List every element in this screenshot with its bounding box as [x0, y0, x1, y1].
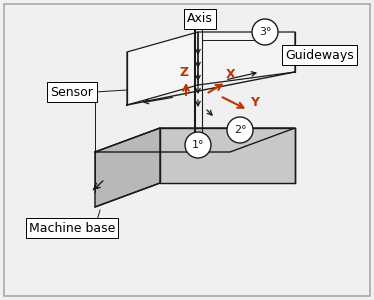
Text: Sensor: Sensor [50, 85, 94, 98]
Polygon shape [160, 128, 295, 183]
Polygon shape [198, 32, 295, 85]
Circle shape [185, 132, 211, 158]
Polygon shape [95, 128, 160, 207]
Text: X: X [226, 68, 236, 81]
Polygon shape [127, 32, 198, 105]
Polygon shape [95, 128, 295, 152]
Text: 3°: 3° [259, 27, 271, 37]
FancyBboxPatch shape [4, 4, 370, 296]
Text: 1°: 1° [192, 140, 204, 150]
Circle shape [194, 148, 202, 155]
Text: Machine base: Machine base [29, 221, 115, 235]
Text: 2°: 2° [234, 125, 246, 135]
Text: Guideways: Guideways [286, 49, 355, 62]
Text: Axis: Axis [187, 13, 213, 26]
Circle shape [227, 117, 253, 143]
Text: Z: Z [180, 66, 189, 79]
Text: Y: Y [250, 96, 259, 109]
Circle shape [252, 19, 278, 45]
